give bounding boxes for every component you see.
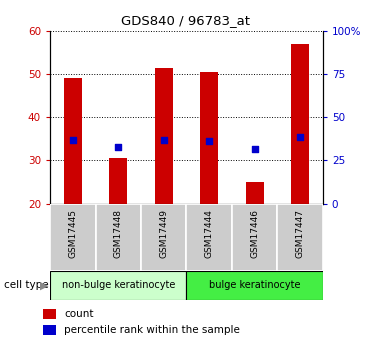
Point [297, 135, 303, 140]
Text: GSM17449: GSM17449 [159, 209, 168, 258]
Bar [50, 204, 96, 271]
Point [115, 144, 121, 149]
Text: non-bulge keratinocyte: non-bulge keratinocyte [62, 280, 175, 290]
Point [206, 138, 212, 144]
Text: bulge keratinocyte: bulge keratinocyte [209, 280, 301, 290]
Point [161, 137, 167, 142]
Text: GDS840 / 96783_at: GDS840 / 96783_at [121, 14, 250, 27]
Bar [43, 325, 56, 335]
Bar [246, 182, 264, 204]
Text: GSM17448: GSM17448 [114, 209, 123, 258]
Bar [187, 271, 323, 300]
Bar [96, 204, 141, 271]
Bar [155, 68, 173, 204]
Bar [50, 271, 187, 300]
Bar [232, 204, 278, 271]
Bar [278, 204, 323, 271]
Text: GSM17444: GSM17444 [205, 209, 214, 258]
Text: cell type: cell type [4, 280, 48, 290]
Point [252, 146, 257, 152]
Text: percentile rank within the sample: percentile rank within the sample [64, 325, 240, 335]
Text: GSM17445: GSM17445 [68, 209, 77, 258]
Bar [141, 204, 187, 271]
Text: GSM17446: GSM17446 [250, 209, 259, 258]
Bar [200, 72, 218, 204]
Point [70, 137, 76, 142]
Bar [187, 204, 232, 271]
Bar [109, 158, 127, 204]
Bar [43, 308, 56, 319]
Text: GSM17447: GSM17447 [296, 209, 305, 258]
Bar [291, 44, 309, 204]
Text: ▶: ▶ [40, 280, 48, 290]
Bar [64, 79, 82, 204]
Text: count: count [64, 309, 93, 319]
